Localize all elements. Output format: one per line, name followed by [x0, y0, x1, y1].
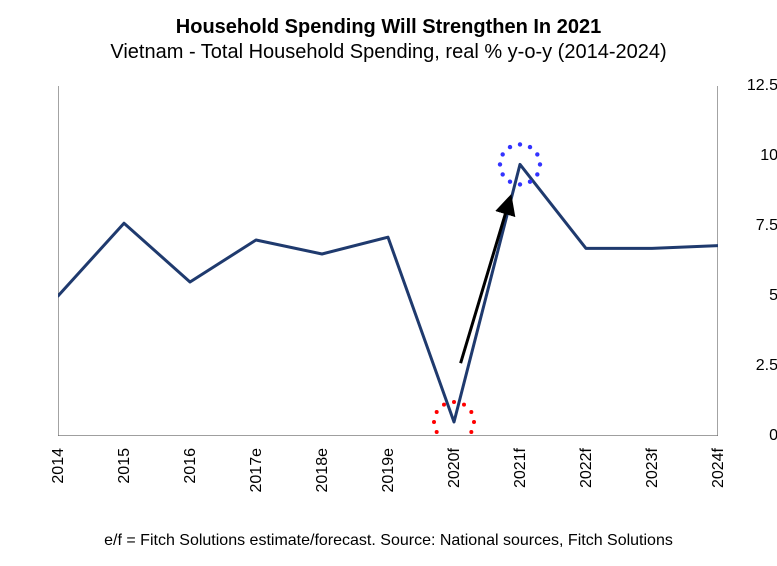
- y-axis-labels: 02.557.51012.5: [728, 86, 777, 436]
- chart-title: Household Spending Will Strengthen In 20…: [0, 16, 777, 39]
- line-chart-svg: [58, 86, 718, 436]
- chart-frame: Household Spending Will Strengthen In 20…: [0, 0, 777, 566]
- x-tick-label: 2023f: [644, 448, 662, 488]
- y-tick-label: 0: [728, 427, 777, 445]
- chart-titles: Household Spending Will Strengthen In 20…: [0, 16, 777, 64]
- x-tick-label: 2016: [182, 448, 200, 484]
- x-tick-label: 2020f: [446, 448, 464, 488]
- x-tick-label: 2018e: [314, 448, 332, 493]
- y-tick-label: 12.5: [728, 77, 777, 95]
- x-tick-label: 2024f: [710, 448, 728, 488]
- x-tick-label: 2014: [50, 448, 68, 484]
- x-axis-labels: 2014201520162017e2018e2019e2020f2021f202…: [58, 448, 718, 528]
- trend-arrow: [461, 198, 511, 363]
- chart-subtitle: Vietnam - Total Household Spending, real…: [0, 41, 777, 64]
- x-tick-label: 2017e: [248, 448, 266, 493]
- x-tick-label: 2015: [116, 448, 134, 484]
- y-tick-label: 2.5: [728, 357, 777, 375]
- y-tick-label: 7.5: [728, 217, 777, 235]
- x-tick-label: 2021f: [512, 448, 530, 488]
- plot-area: [58, 86, 718, 436]
- chart-footnote: e/f = Fitch Solutions estimate/forecast.…: [0, 532, 777, 550]
- x-tick-label: 2019e: [380, 448, 398, 493]
- x-tick-label: 2022f: [578, 448, 596, 488]
- y-tick-label: 5: [728, 287, 777, 305]
- y-tick-label: 10: [728, 147, 777, 165]
